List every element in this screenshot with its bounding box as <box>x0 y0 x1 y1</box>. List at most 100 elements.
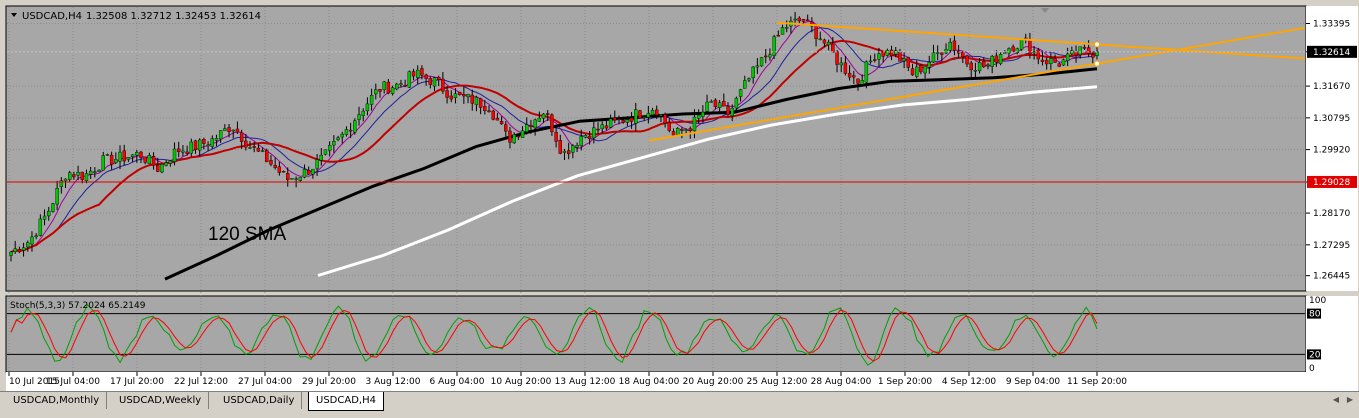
candle-body <box>311 168 315 175</box>
candle-body <box>428 78 433 85</box>
candle-body <box>701 111 705 117</box>
candle-body <box>332 141 336 146</box>
candle-body <box>151 155 156 166</box>
candle-body <box>30 236 34 245</box>
candle-body <box>537 117 542 122</box>
candle-body <box>982 61 986 68</box>
candle-body <box>59 180 64 187</box>
x-tick-label: 20 Aug 20:00 <box>683 377 744 387</box>
candle-body <box>546 113 550 115</box>
candle-body <box>868 60 873 63</box>
candle-body <box>1082 46 1087 49</box>
x-tick-label: 11 Sep 20:00 <box>1067 377 1127 387</box>
candle-body <box>109 154 114 165</box>
candle-body <box>445 90 449 98</box>
y-tick-label: 1.31670 <box>1313 82 1350 92</box>
candle-body <box>764 55 768 58</box>
tab-h4[interactable]: USDCAD,H4 <box>308 392 384 411</box>
trendline-upper[interactable] <box>776 21 1306 60</box>
level-price-badge <box>1307 175 1357 188</box>
candle-body <box>1019 39 1024 50</box>
candle-body <box>743 80 747 89</box>
candle-body <box>462 94 466 97</box>
candle-body <box>34 235 38 237</box>
triangle-down-icon[interactable] <box>11 13 17 17</box>
tab-daily[interactable]: USDCAD,Daily <box>216 392 303 409</box>
candle-body <box>734 97 739 109</box>
candle-body <box>835 51 839 65</box>
x-tick-label: 28 Aug 04:00 <box>811 377 872 387</box>
candle-body <box>101 155 105 171</box>
candle-body <box>864 61 869 83</box>
candle-body <box>399 83 403 86</box>
chart-canvas[interactable]: 1.33395 1.32614 1.31670 1.30795 1.29920 1.290… <box>0 0 1359 391</box>
candle-body <box>801 18 806 22</box>
candle-body <box>554 131 558 142</box>
tab-monthly[interactable]: USDCAD,Monthly <box>6 392 108 409</box>
tab-weekly[interactable]: USDCAD,Weekly <box>112 392 210 409</box>
y-tick-label: 1.29920 <box>1313 146 1350 156</box>
candle-body <box>621 119 625 123</box>
x-tick-label: 18 Aug 04:00 <box>619 377 680 387</box>
candle-body <box>940 52 944 55</box>
symbol-label: USDCAD,H4 <box>22 11 82 22</box>
candle-body <box>831 43 835 53</box>
candle-body <box>604 125 609 129</box>
candle-body <box>1065 53 1070 61</box>
candle-body <box>747 78 751 81</box>
candle-body <box>1015 48 1020 53</box>
candle-body <box>1036 49 1040 60</box>
candle-body <box>38 218 43 236</box>
candle-body <box>575 145 579 148</box>
stoch-signal-line <box>10 309 1098 362</box>
trendline-lower[interactable] <box>648 26 1306 142</box>
candle-body <box>135 152 139 156</box>
scroll-left-icon[interactable]: ◀ <box>1332 395 1340 404</box>
candle-body <box>231 129 235 132</box>
candle-body <box>164 162 168 166</box>
candle-body <box>722 100 726 107</box>
candle-body <box>252 146 256 148</box>
scroll-right-icon[interactable]: ▶ <box>1346 395 1354 404</box>
candle-body <box>436 77 441 80</box>
candle-body <box>105 154 110 156</box>
x-tick-label: 29 Jul 20:00 <box>302 377 356 387</box>
chart-shift-icon[interactable] <box>1041 8 1049 13</box>
price-levels[interactable] <box>7 51 1305 183</box>
candle-body <box>726 106 730 115</box>
x-tick-label: 10 Aug 20:00 <box>491 377 552 387</box>
candle-body <box>898 52 902 62</box>
stoch-level-label: 100 <box>1309 296 1326 306</box>
candle-body <box>529 124 533 128</box>
candle-body <box>93 171 97 173</box>
trendlines[interactable] <box>648 21 1306 142</box>
candle-body <box>118 151 122 162</box>
candle-body <box>608 118 613 128</box>
candle-body <box>197 139 202 151</box>
candle-body <box>26 242 30 248</box>
candle-body <box>881 51 885 57</box>
candle-body <box>294 178 298 180</box>
ohlc-values: 1.32508 1.32712 1.32453 1.32614 <box>86 11 261 22</box>
candle-body <box>873 59 877 61</box>
candle-body <box>902 58 906 62</box>
candle-body <box>474 97 479 106</box>
stochastic-subwindow[interactable] <box>5 295 1307 373</box>
candle-body <box>84 173 89 182</box>
candle-body <box>923 66 927 74</box>
candle-body <box>432 77 437 87</box>
candle-body <box>797 17 801 22</box>
x-tick-label: 9 Sep 04:00 <box>1006 377 1061 387</box>
candle-body <box>969 62 973 71</box>
candle-body <box>516 135 521 138</box>
candle-body <box>344 129 349 135</box>
candle-body <box>944 49 948 54</box>
candle-body <box>1007 48 1011 54</box>
candle-body <box>504 124 508 132</box>
candle-body <box>935 52 940 54</box>
candle-body <box>369 94 374 105</box>
candle-body <box>705 101 709 112</box>
x-tick-label: 27 Jul 04:00 <box>238 377 292 387</box>
stoch-main-line <box>10 303 1098 366</box>
